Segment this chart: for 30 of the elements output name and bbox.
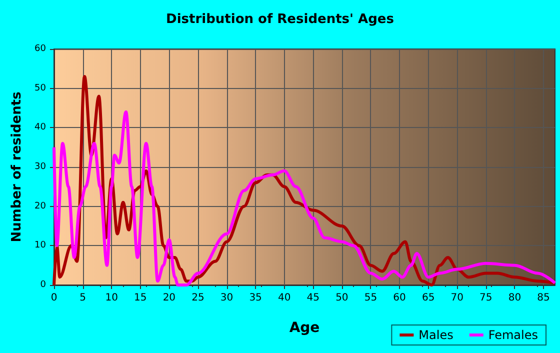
legend-label: Males [418, 328, 454, 342]
legend-label: Females [488, 328, 538, 342]
chart-title: Distribution of Residents' Ages [166, 12, 394, 27]
x-tick-label: 35 [249, 292, 262, 304]
y-tick-label: 60 [34, 44, 46, 54]
x-tick-label: 25 [192, 292, 204, 304]
x-tick-label: 40 [278, 292, 291, 304]
x-tick-label: 30 [220, 292, 234, 304]
x-tick-label: 80 [508, 292, 522, 304]
x-tick-label: 60 [393, 292, 406, 304]
x-tick-label: 85 [537, 292, 550, 304]
y-tick-label: 10 [34, 240, 46, 251]
x-tick-label: 55 [364, 292, 378, 304]
y-tick-label: 20 [34, 201, 46, 212]
y-tick-label: 30 [34, 162, 46, 172]
x-tick-label: 15 [134, 292, 147, 304]
x-tick-label: 20 [162, 292, 176, 304]
x-tick-label: 45 [306, 292, 320, 304]
x-tick-label: 0 [50, 292, 58, 304]
x-tick-label: 50 [336, 292, 348, 304]
y-axis-title: Number of residents [10, 91, 25, 242]
x-axis-title: Age [289, 320, 320, 336]
x-tick-label: 70 [450, 292, 464, 304]
x-tick-label: 5 [80, 292, 86, 304]
y-tick-label: 0 [40, 280, 46, 290]
x-tick-label: 10 [105, 292, 118, 304]
y-tick-label: 50 [34, 83, 46, 94]
y-tick-label: 40 [34, 122, 46, 133]
x-tick-label: 65 [422, 292, 435, 304]
x-tick-label: 75 [480, 292, 492, 304]
